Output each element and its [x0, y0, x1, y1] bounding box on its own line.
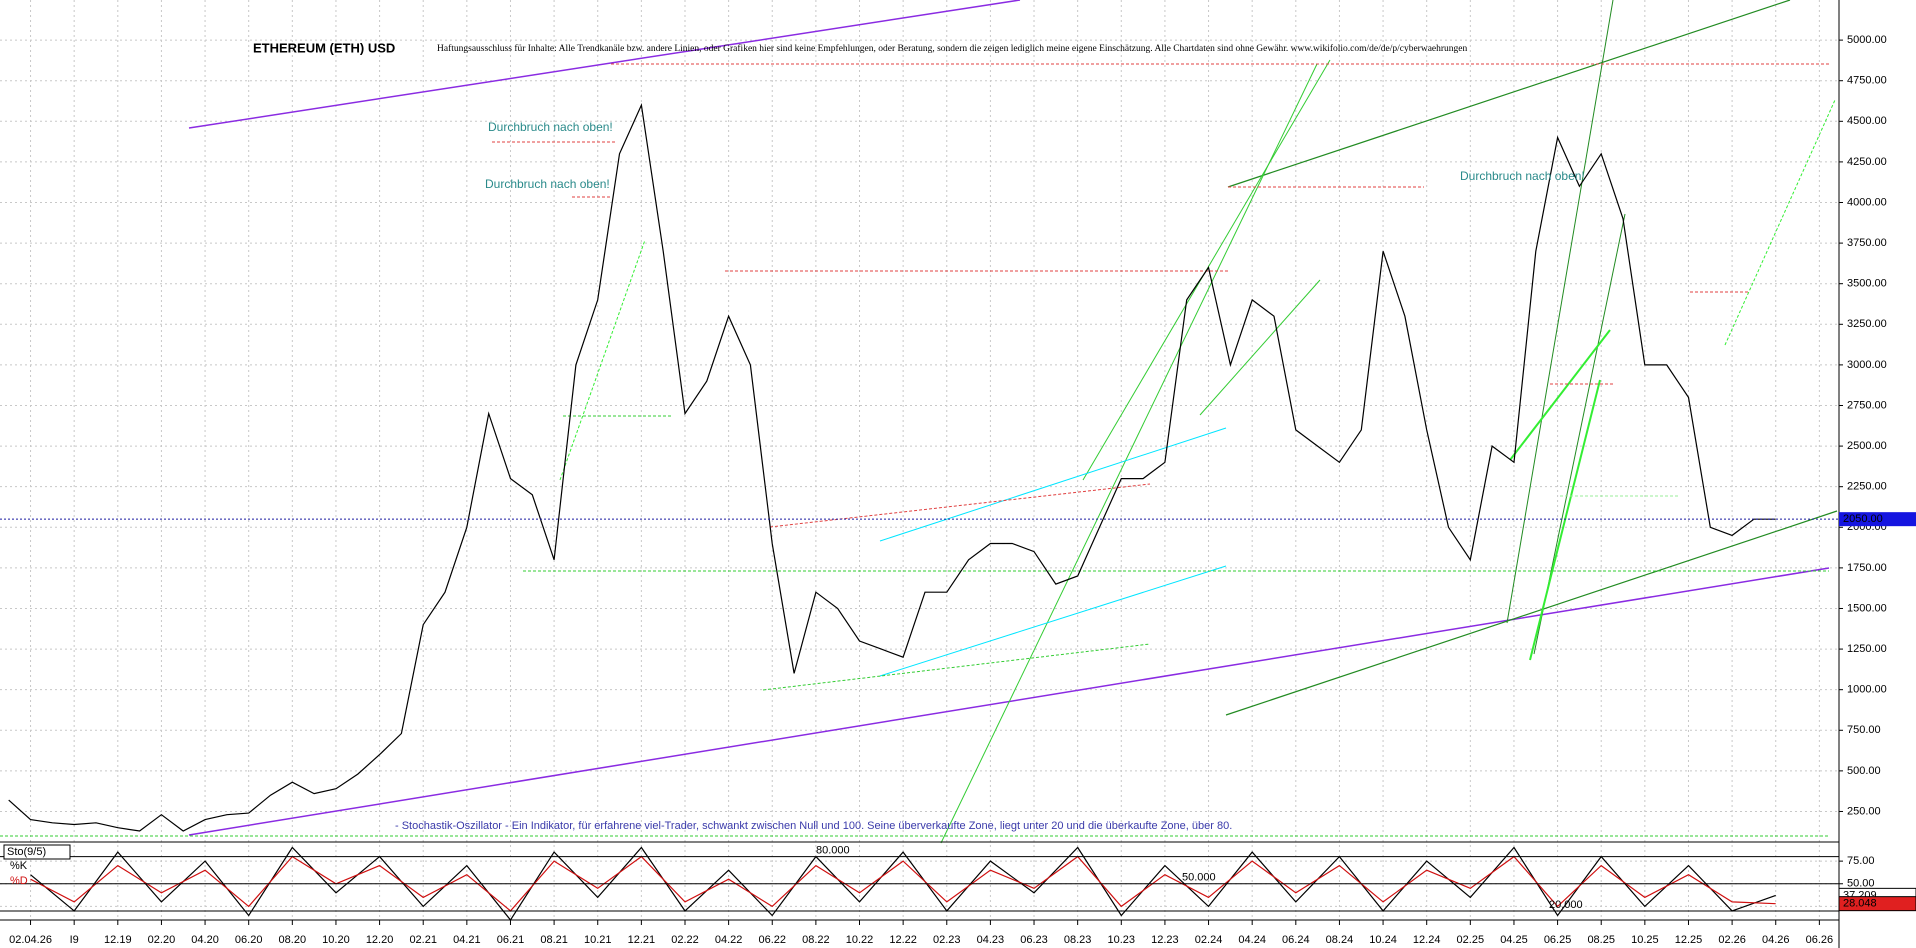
x-tick-label: 12.24 — [1413, 934, 1441, 946]
last-price-box — [1839, 512, 1916, 527]
annotation: - Stochastik-Oszillator - Ein Indikator,… — [395, 820, 1232, 832]
x-tick-label: 04.22 — [715, 934, 743, 946]
legend-k: %K — [10, 860, 28, 872]
level-label: 80.000 — [816, 844, 850, 856]
series-line — [8, 102, 1776, 832]
x-tick-label: I9 — [70, 934, 79, 946]
x-tick-label: 02.23 — [933, 934, 961, 946]
x-tick-label: 04.21 — [453, 934, 481, 946]
indicator-title: Sto(9/5) — [7, 846, 46, 858]
y-tick-label: 4500.00 — [1847, 115, 1887, 127]
x-tick-label: 06.23 — [1020, 934, 1048, 946]
trend-line — [1529, 379, 1601, 661]
level-label: 20.000 — [1549, 899, 1583, 911]
y-tick-label: 250.00 — [1847, 805, 1881, 817]
x-tick-label: 10.24 — [1369, 934, 1397, 946]
last-value-label: 28.048 — [1843, 898, 1877, 910]
y-tick-label: 3750.00 — [1847, 237, 1887, 249]
series-line — [30, 855, 1776, 912]
trend-line — [879, 565, 1227, 677]
x-tick-label: 06.22 — [758, 934, 786, 946]
annotation: Durchbruch nach oben! — [1460, 169, 1585, 183]
x-tick-label: 08.23 — [1064, 934, 1092, 946]
annotation: Durchbruch nach oben! — [488, 120, 613, 134]
y-tick-label: 2250.00 — [1847, 481, 1887, 493]
x-tick-label: 10.22 — [846, 934, 874, 946]
series-line — [30, 846, 1776, 922]
x-tick-label: 02.26 — [1718, 934, 1746, 946]
y-tick-label: 1000.00 — [1847, 684, 1887, 696]
y-tick-label: 2750.00 — [1847, 399, 1887, 411]
y-tick-label: 1250.00 — [1847, 643, 1887, 655]
x-tick-label: 10.20 — [322, 934, 350, 946]
y-tick-label: 750.00 — [1847, 724, 1881, 736]
trend-line — [1199, 279, 1321, 416]
x-tick-label: 08.20 — [279, 934, 307, 946]
x-tick-label: 12.20 — [366, 934, 394, 946]
y-tick-label: 3000.00 — [1847, 359, 1887, 371]
trend-line — [1227, 0, 1791, 188]
y-tick-label: 4250.00 — [1847, 156, 1887, 168]
x-tick-label: 08.22 — [802, 934, 830, 946]
trend-line — [940, 63, 1318, 844]
x-tick-label: 12.22 — [889, 934, 917, 946]
disclaimer: Haftungsausschluss für Inhalte: Alle Tre… — [437, 43, 1468, 54]
trend-line — [1509, 329, 1611, 461]
legend-d: %D — [10, 875, 28, 887]
x-tick-label: 02.22 — [671, 934, 699, 946]
y-tick-label: 1500.00 — [1847, 602, 1887, 614]
chart-title: ETHEREUM (ETH) USD — [253, 40, 395, 55]
last-price-label: 2050.00 — [1843, 513, 1883, 525]
level-label: 50.000 — [1182, 872, 1216, 884]
x-tick-label: 04.25 — [1500, 934, 1528, 946]
x-tick-label: 06.25 — [1544, 934, 1572, 946]
y-tick-label: 1750.00 — [1847, 562, 1887, 574]
y-tick-label: 4750.00 — [1847, 75, 1887, 87]
x-tick-label: 02.04.26 — [9, 934, 52, 946]
level-line — [769, 483, 1151, 528]
annotation: Durchbruch nach oben! — [485, 177, 610, 191]
trend-line — [559, 239, 646, 481]
x-tick-label: 02.24 — [1195, 934, 1223, 946]
trend-line — [879, 427, 1227, 542]
x-tick-label: 12.19 — [104, 934, 132, 946]
trend-line — [188, 0, 1021, 129]
x-tick-label: 06.21 — [497, 934, 525, 946]
x-tick-label: 06.20 — [235, 934, 263, 946]
y-tick-label: 5000.00 — [1847, 34, 1887, 46]
y-tick-label: 3500.00 — [1847, 278, 1887, 290]
x-tick-label: 02.20 — [148, 934, 176, 946]
x-tick-label: 08.24 — [1326, 934, 1354, 946]
x-tick-label: 06.26 — [1806, 934, 1834, 946]
y-tick-label: 75.00 — [1847, 855, 1875, 867]
x-tick-label: 04.24 — [1238, 934, 1266, 946]
indicator-box — [3, 844, 71, 860]
x-tick-label: 02.21 — [409, 934, 437, 946]
x-tick-label: 10.21 — [584, 934, 612, 946]
x-tick-label: 10.25 — [1631, 934, 1659, 946]
x-tick-label: 04.23 — [977, 934, 1005, 946]
x-tick-label: 04.26 — [1762, 934, 1790, 946]
y-tick-label: 50.00 — [1847, 878, 1875, 890]
y-tick-label: 4000.00 — [1847, 196, 1887, 208]
data-layer — [0, 102, 1839, 922]
x-tick-label: 08.25 — [1587, 934, 1615, 946]
y-tick-label: 500.00 — [1847, 765, 1881, 777]
x-tick-label: 04.20 — [191, 934, 219, 946]
grid-layer — [0, 0, 1839, 920]
x-tick-label: 12.21 — [628, 934, 656, 946]
last-value-box — [1838, 896, 1916, 912]
x-tick-label: 02.25 — [1457, 934, 1485, 946]
y-tick-label: 2500.00 — [1847, 440, 1887, 452]
x-tick-label: 12.23 — [1151, 934, 1179, 946]
x-tick-label: 12.25 — [1675, 934, 1703, 946]
x-tick-label: 06.24 — [1282, 934, 1310, 946]
y-tick-label: 3250.00 — [1847, 318, 1887, 330]
trend-line — [1225, 510, 1838, 716]
x-tick-label: 08.21 — [540, 934, 568, 946]
x-tick-label: 10.23 — [1108, 934, 1136, 946]
